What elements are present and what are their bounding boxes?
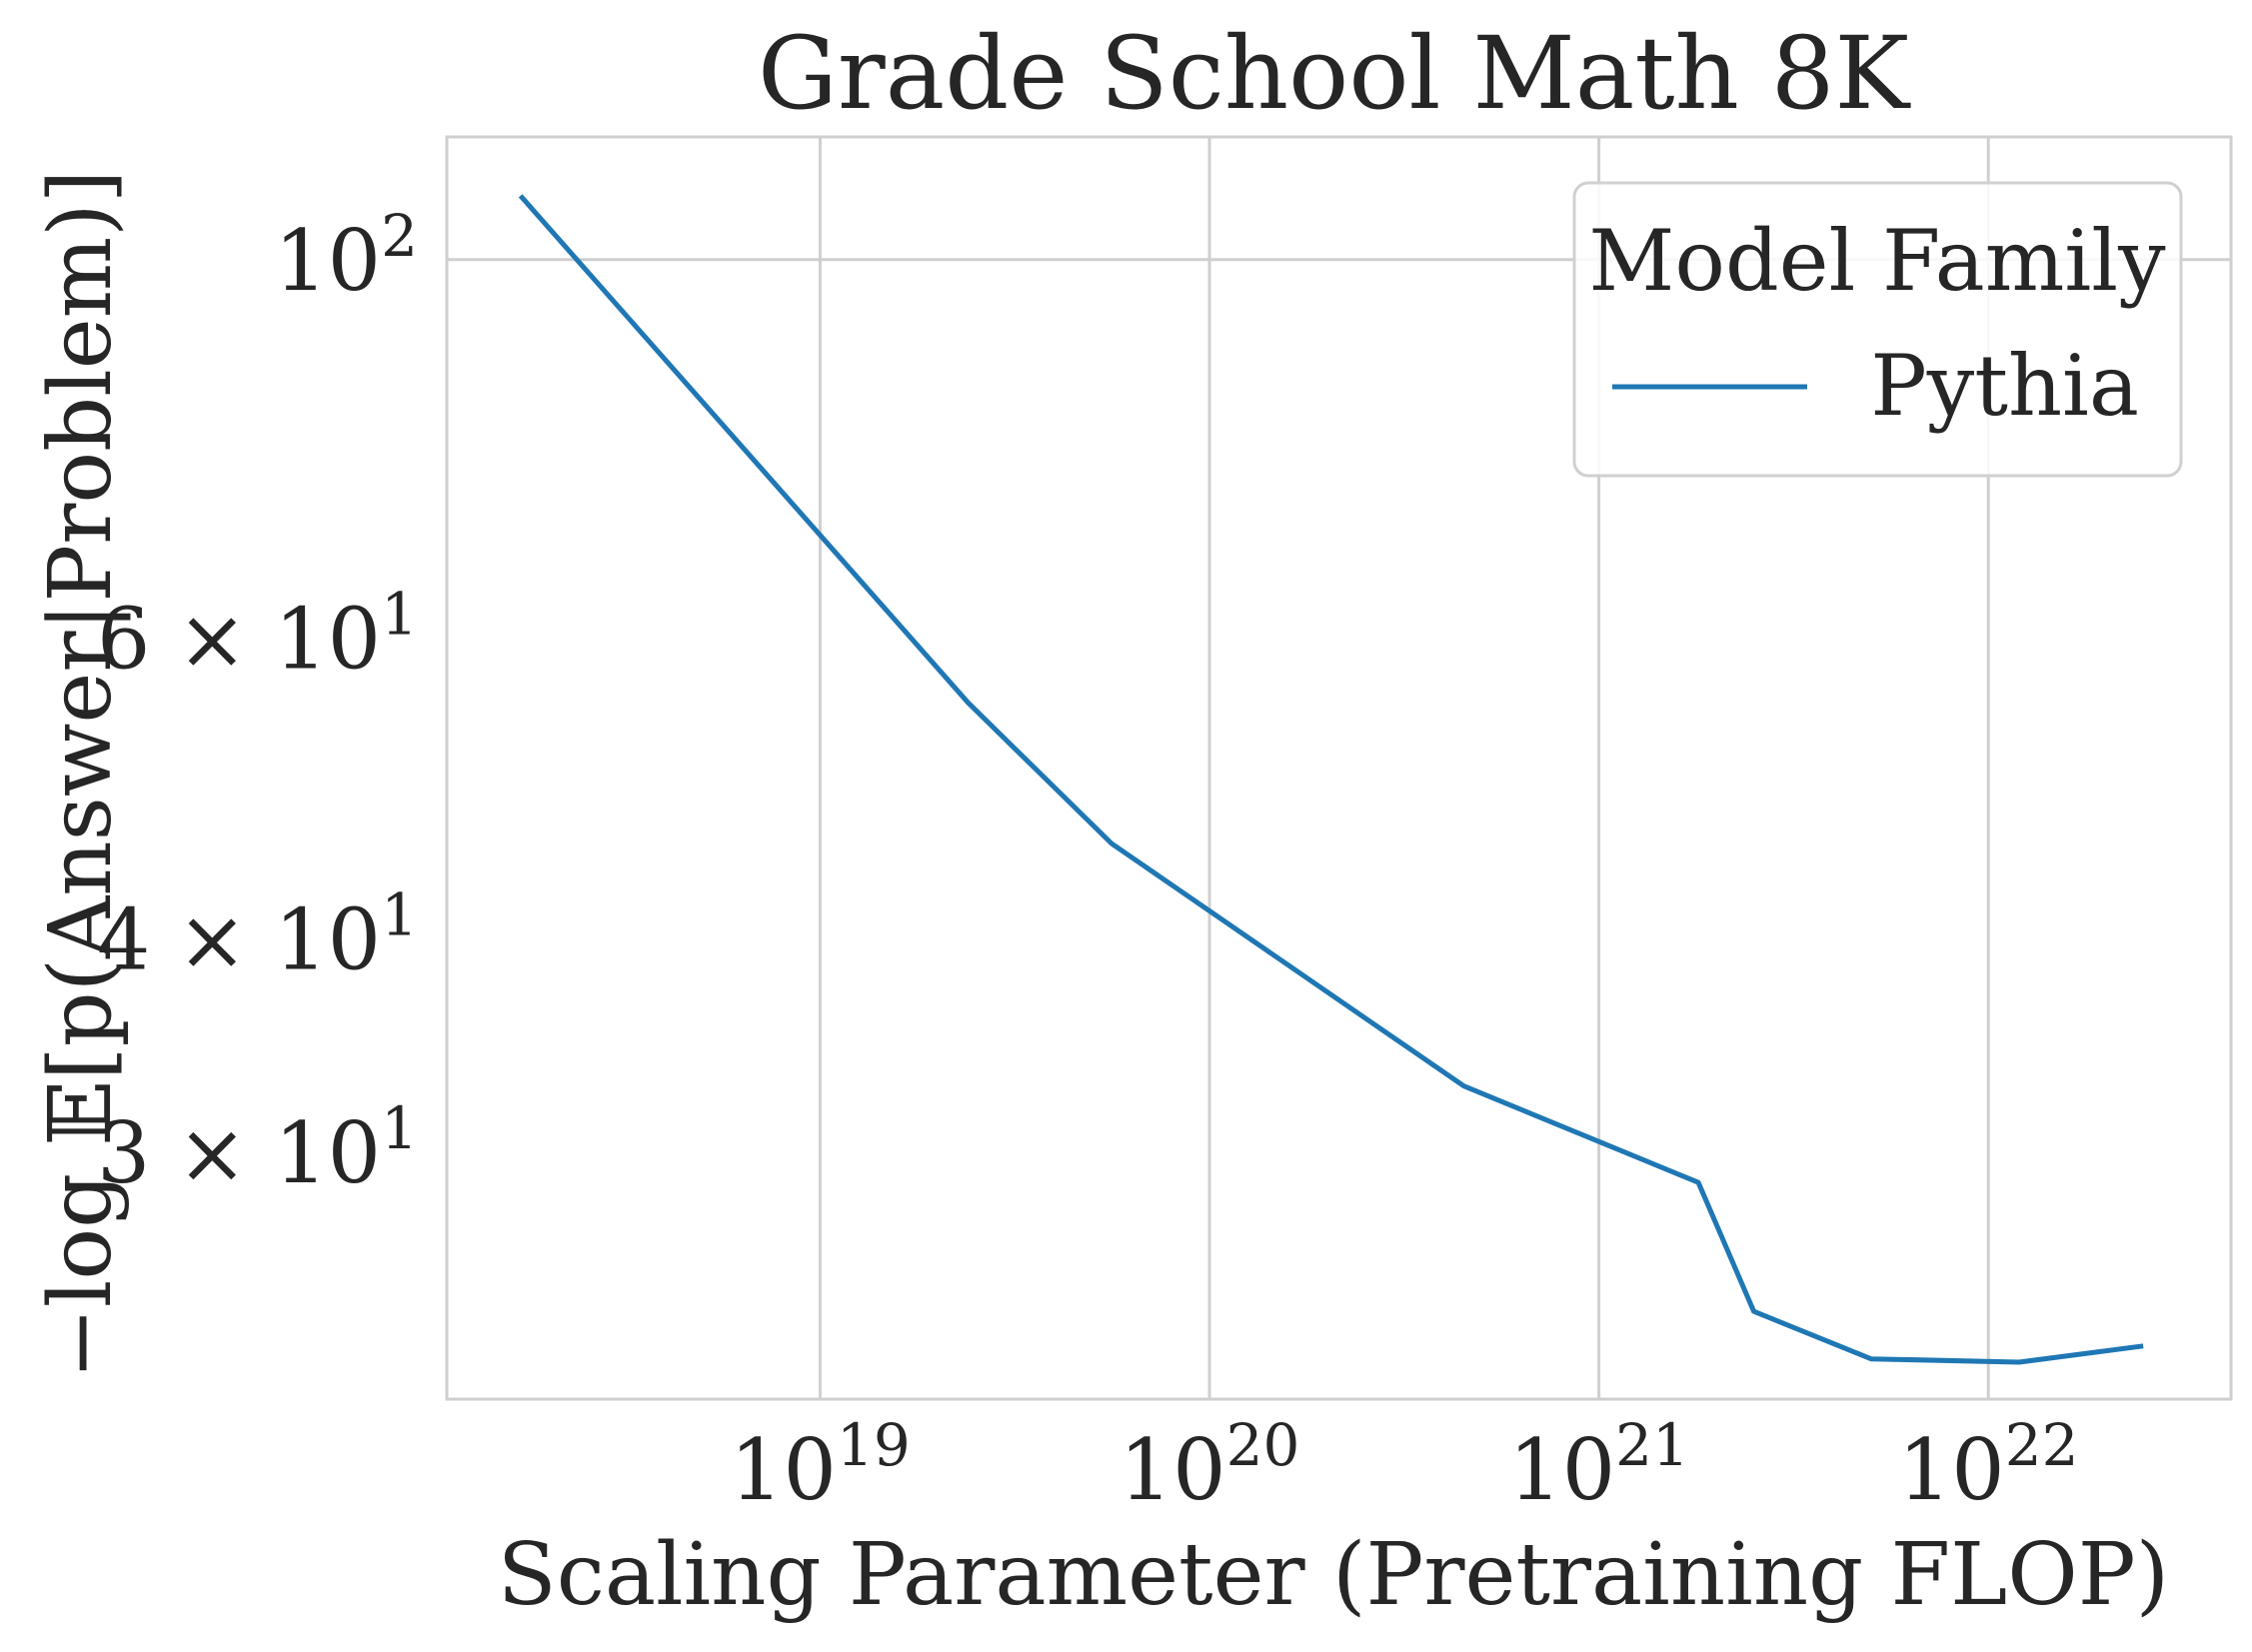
legend-label-pythia: Pythia	[1870, 337, 2139, 435]
y-tick-label: 4 × 101	[97, 880, 418, 988]
plot-frame	[445, 135, 2233, 1401]
x-axis-label: Scaling Parameter (Pretraining FLOP)	[498, 1525, 2169, 1625]
y-tick-labels: 102 6 × 101 4 × 101 3 × 101	[97, 202, 418, 1202]
x-tick-label: 1021	[1508, 1411, 1689, 1519]
series-group	[518, 194, 2144, 1365]
series-line-pythia	[518, 194, 2144, 1365]
y-tick-label: 102	[274, 202, 418, 310]
legend: Model Family Pythia	[1572, 181, 2183, 478]
x-tick-labels: 1019 1020 1021 1022	[730, 1411, 2078, 1519]
x-tick-label: 1020	[1120, 1411, 1300, 1519]
y-axis-label: −log 𝔼[p(Answer|Problem)]	[31, 170, 131, 1380]
x-tick-label: 1019	[730, 1411, 911, 1519]
y-tick-label: 3 × 101	[97, 1094, 418, 1202]
chart-title: Grade School Math 8K	[758, 15, 1911, 132]
y-tick-label: 6 × 101	[97, 581, 418, 689]
legend-box	[1572, 181, 2183, 478]
legend-title: Model Family	[1588, 212, 2166, 310]
x-tick-label: 1022	[1898, 1411, 2079, 1519]
